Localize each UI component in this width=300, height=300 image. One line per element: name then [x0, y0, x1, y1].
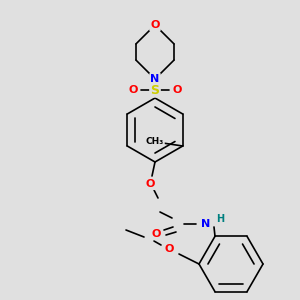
- Text: N: N: [201, 219, 211, 229]
- Text: O: O: [164, 244, 174, 254]
- Text: CH₃: CH₃: [146, 136, 164, 146]
- Text: O: O: [151, 229, 161, 239]
- Text: O: O: [145, 179, 155, 189]
- Text: S: S: [151, 83, 160, 97]
- Text: N: N: [150, 74, 160, 84]
- Text: O: O: [128, 85, 138, 95]
- Text: O: O: [172, 85, 182, 95]
- Text: H: H: [216, 214, 224, 224]
- Text: O: O: [150, 20, 160, 30]
